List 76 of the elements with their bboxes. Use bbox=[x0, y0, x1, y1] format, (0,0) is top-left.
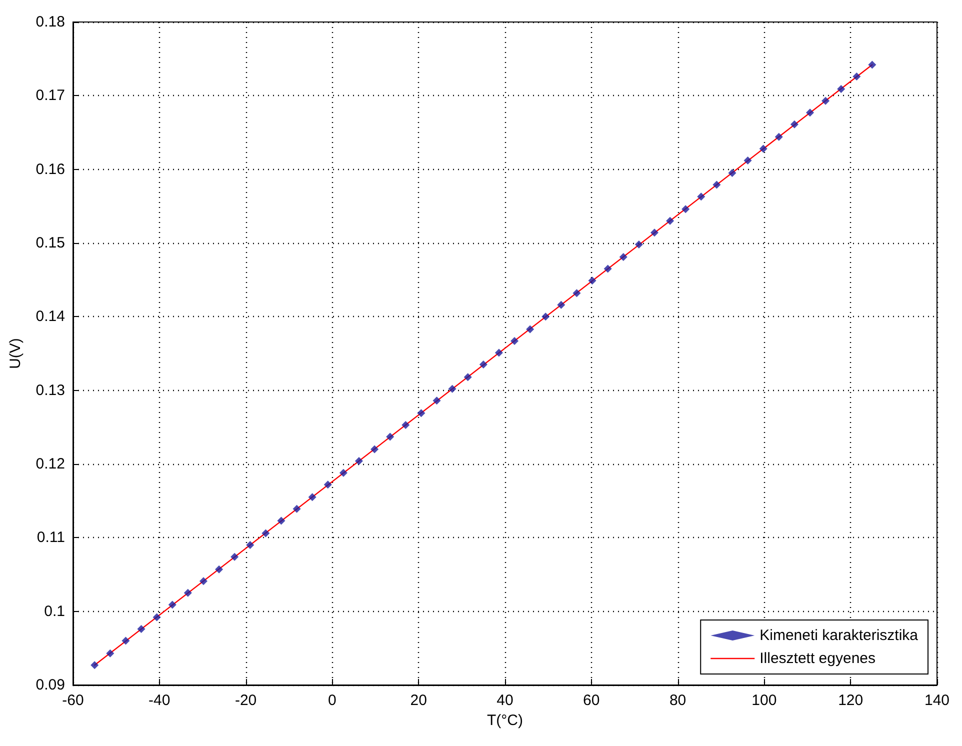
y-tick-label: 0.15 bbox=[36, 234, 65, 252]
point bbox=[634, 240, 643, 248]
point bbox=[464, 373, 472, 382]
point bbox=[604, 264, 612, 273]
point bbox=[868, 60, 876, 69]
x-tick-label: 80 bbox=[669, 692, 686, 709]
x-tick-label: 40 bbox=[496, 692, 514, 709]
x-tick-label: 140 bbox=[924, 692, 950, 709]
point bbox=[697, 192, 706, 201]
y-tick-label: 0.11 bbox=[36, 529, 65, 546]
point bbox=[246, 541, 254, 550]
point bbox=[712, 180, 721, 189]
x-tick-label: 20 bbox=[410, 692, 427, 709]
y-tick-label: 0.17 bbox=[36, 87, 65, 104]
point bbox=[852, 72, 861, 81]
point bbox=[806, 108, 814, 117]
y-tick-label: 0.12 bbox=[36, 456, 65, 472]
y-tick-label: 0.18 bbox=[36, 14, 65, 30]
point bbox=[277, 516, 286, 525]
point bbox=[370, 445, 379, 454]
point bbox=[230, 552, 239, 561]
y-tick-label: 0.14 bbox=[36, 308, 65, 326]
point bbox=[168, 600, 176, 609]
point bbox=[432, 396, 441, 405]
point bbox=[152, 613, 161, 622]
point bbox=[682, 205, 690, 214]
point bbox=[106, 649, 114, 658]
point bbox=[308, 493, 316, 502]
x-tick-label: 100 bbox=[752, 692, 777, 709]
point bbox=[510, 336, 519, 345]
x-tick-label: -20 bbox=[234, 692, 257, 709]
point bbox=[215, 565, 224, 574]
y-tick-label: 0.16 bbox=[36, 160, 65, 178]
x-tick-label: 60 bbox=[583, 692, 600, 709]
point bbox=[122, 636, 130, 645]
point bbox=[666, 216, 674, 225]
point bbox=[542, 312, 550, 321]
point bbox=[744, 156, 752, 164]
point bbox=[572, 289, 581, 298]
y-tick-label: 0.1 bbox=[44, 602, 65, 620]
point bbox=[417, 409, 426, 418]
y-tick-label: 0.13 bbox=[36, 382, 65, 399]
point bbox=[354, 457, 363, 466]
point bbox=[386, 432, 394, 441]
point bbox=[262, 529, 270, 538]
x-tick-label: 120 bbox=[838, 692, 864, 709]
point bbox=[728, 169, 736, 178]
point bbox=[402, 420, 410, 429]
point bbox=[494, 348, 503, 357]
point bbox=[199, 577, 208, 586]
point bbox=[339, 468, 348, 477]
point bbox=[479, 360, 488, 369]
point bbox=[557, 300, 566, 309]
x-tick-label: -60 bbox=[62, 692, 84, 709]
point bbox=[526, 325, 534, 334]
point bbox=[822, 96, 830, 105]
legend-label: Illesztett egyenes bbox=[760, 650, 876, 667]
point bbox=[324, 480, 332, 489]
point bbox=[790, 120, 798, 128]
y-axis-title: U(V) bbox=[7, 338, 24, 369]
point bbox=[292, 504, 301, 513]
point bbox=[90, 661, 99, 670]
x-tick-label: -40 bbox=[148, 692, 170, 709]
point bbox=[774, 132, 783, 141]
point bbox=[137, 625, 146, 634]
x-axis-title: T(°C) bbox=[487, 712, 523, 729]
x-tick-label: 0 bbox=[328, 692, 336, 709]
y-tick-label: 0.09 bbox=[36, 676, 65, 694]
point bbox=[837, 85, 846, 94]
point bbox=[619, 252, 628, 261]
point bbox=[448, 384, 456, 393]
point bbox=[184, 588, 192, 597]
point bbox=[759, 144, 768, 153]
point bbox=[588, 276, 596, 285]
point bbox=[650, 228, 658, 237]
legend-label: Kimeneti karakterisztika bbox=[760, 627, 919, 644]
